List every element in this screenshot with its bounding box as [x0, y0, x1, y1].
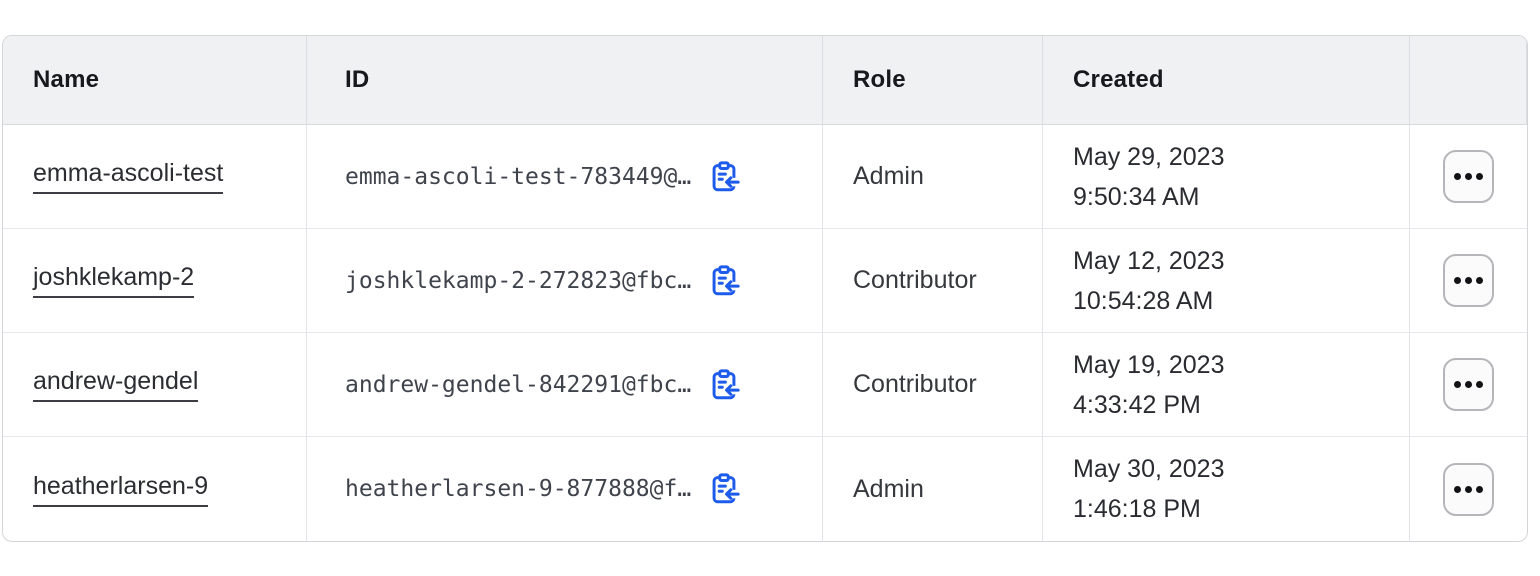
- user-id-text: andrew-gendel-842291@fbc…: [345, 371, 692, 398]
- id-cell: emma-ascoli-test-783449@…: [307, 125, 823, 229]
- copy-id-button[interactable]: [705, 366, 743, 404]
- column-header-actions: [1410, 36, 1527, 125]
- created-cell: May 12, 2023 10:54:28 AM: [1043, 229, 1410, 333]
- actions-cell: [1410, 333, 1527, 437]
- name-cell: heatherlarsen-9: [3, 437, 307, 541]
- created-date: May 19, 2023: [1073, 350, 1225, 379]
- user-id-text: joshklekamp-2-272823@fbc…: [345, 267, 692, 294]
- role-cell: Admin: [823, 125, 1043, 229]
- role-text: Admin: [853, 162, 924, 190]
- ellipsis-icon: [1454, 381, 1461, 388]
- name-cell: joshklekamp-2: [3, 229, 307, 333]
- column-header-role: Role: [823, 36, 1043, 125]
- created-time: 9:50:34 AM: [1073, 182, 1200, 211]
- role-cell: Contributor: [823, 229, 1043, 333]
- clipboard-paste-icon: [712, 160, 740, 191]
- created-cell: May 30, 2023 1:46:18 PM: [1043, 437, 1410, 541]
- copy-id-button[interactable]: [705, 262, 743, 300]
- role-text: Admin: [853, 474, 924, 503]
- user-name-link[interactable]: joshklekamp-2: [33, 263, 195, 298]
- created-time: 1:46:18 PM: [1073, 495, 1201, 523]
- id-cell: joshklekamp-2-272823@fbc…: [307, 229, 823, 333]
- row-actions-button[interactable]: [1443, 358, 1494, 411]
- role-cell: Contributor: [823, 333, 1043, 437]
- table-row: joshklekamp-2 joshklekamp-2-272823@fbc… …: [3, 229, 1527, 333]
- name-cell: emma-ascoli-test: [3, 125, 307, 229]
- id-cell: andrew-gendel-842291@fbc…: [307, 333, 823, 437]
- created-time: 10:54:28 AM: [1073, 286, 1214, 315]
- clipboard-paste-icon: [712, 264, 740, 295]
- actions-cell: [1410, 437, 1527, 541]
- table-row: andrew-gendel andrew-gendel-842291@fbc… …: [3, 333, 1527, 437]
- user-name-link[interactable]: andrew-gendel: [33, 367, 199, 402]
- ellipsis-icon: [1454, 173, 1461, 180]
- row-actions-button[interactable]: [1443, 254, 1494, 307]
- user-name-link[interactable]: emma-ascoli-test: [33, 159, 224, 194]
- actions-cell: [1410, 229, 1527, 333]
- row-actions-button[interactable]: [1443, 150, 1494, 203]
- created-date: May 12, 2023: [1073, 246, 1225, 275]
- created-cell: May 19, 2023 4:33:42 PM: [1043, 333, 1410, 437]
- column-header-id: ID: [307, 36, 823, 125]
- table-row: emma-ascoli-test emma-ascoli-test-783449…: [3, 125, 1527, 229]
- row-actions-button[interactable]: [1443, 462, 1494, 516]
- column-header-name: Name: [3, 36, 307, 125]
- user-name-link[interactable]: heatherlarsen-9: [33, 472, 209, 507]
- clipboard-paste-icon: [712, 368, 740, 399]
- copy-id-button[interactable]: [705, 470, 743, 508]
- table-header-row: Name ID Role Created: [3, 36, 1527, 125]
- role-text: Contributor: [853, 370, 977, 398]
- ellipsis-icon: [1454, 277, 1461, 284]
- user-id-text: heatherlarsen-9-877888@f…: [345, 476, 692, 502]
- name-cell: andrew-gendel: [3, 333, 307, 437]
- clipboard-paste-icon: [712, 473, 740, 504]
- created-date: May 29, 2023: [1073, 142, 1225, 171]
- created-date: May 30, 2023: [1073, 455, 1225, 483]
- copy-id-button[interactable]: [705, 158, 743, 196]
- id-cell: heatherlarsen-9-877888@f…: [307, 437, 823, 541]
- role-text: Contributor: [853, 266, 977, 294]
- users-table: Name ID Role Created emma-ascoli-test em…: [2, 35, 1528, 542]
- created-time: 4:33:42 PM: [1073, 390, 1201, 419]
- user-id-text: emma-ascoli-test-783449@…: [345, 163, 692, 190]
- ellipsis-icon: [1454, 485, 1461, 493]
- actions-cell: [1410, 125, 1527, 229]
- created-cell: May 29, 2023 9:50:34 AM: [1043, 125, 1410, 229]
- role-cell: Admin: [823, 437, 1043, 541]
- column-header-created: Created: [1043, 36, 1410, 125]
- table-row: heatherlarsen-9 heatherlarsen-9-877888@f…: [3, 437, 1527, 541]
